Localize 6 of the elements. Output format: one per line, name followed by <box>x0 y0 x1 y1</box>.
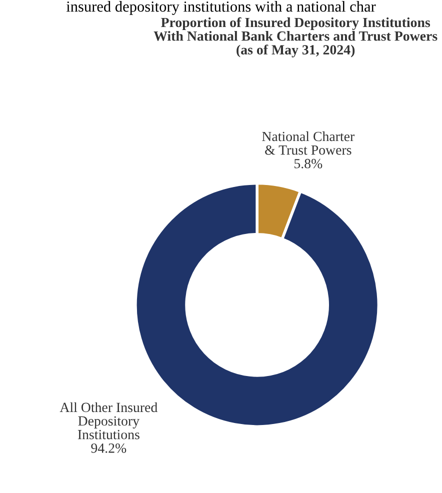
text: insured depository institutions with a national char <box>66 0 376 15</box>
data-label: 5.8% <box>294 158 322 168</box>
chart-title: Proportion of Insured Depository Institutions With National Bank Charters and Trust Powers (as of May 31, 2024) <box>154 17 438 58</box>
slice-label: All Other Insured Depository Institutions <box>60 402 158 440</box>
slice-label: National Charter & Trust Powers <box>262 131 355 155</box>
data-label: 94.2% <box>91 443 126 453</box>
